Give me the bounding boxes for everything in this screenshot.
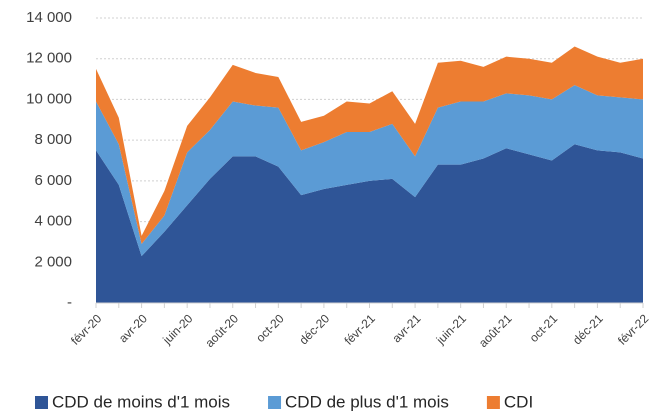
x-tick-label: avr-20 <box>116 311 150 345</box>
x-tick-label: août-21 <box>476 311 515 350</box>
x-tick-label: févr-20 <box>68 311 105 348</box>
y-tick-label: - <box>67 294 72 311</box>
area <box>96 85 643 257</box>
y-tick-label: 10 000 <box>26 90 72 107</box>
y-tick-label: 6 000 <box>34 172 72 189</box>
x-tick-label: avr-21 <box>389 311 423 345</box>
area <box>96 144 643 303</box>
x-tick-label: févr-22 <box>615 311 652 348</box>
legend-label: CDI <box>504 392 533 411</box>
x-tick-label: oct-20 <box>253 311 287 345</box>
x-tick-label: oct-21 <box>527 311 561 345</box>
y-tick-label: 8 000 <box>34 131 72 148</box>
y-tick-label: 14 000 <box>26 9 72 26</box>
x-tick-label: févr-21 <box>342 311 379 348</box>
legend-swatch <box>268 396 282 409</box>
legend-label: CDD de moins d'1 mois <box>52 392 230 411</box>
y-tick-label: 4 000 <box>34 213 72 230</box>
area <box>96 46 643 244</box>
x-tick-label: juin-21 <box>433 311 469 347</box>
x-tick-label: août-20 <box>202 311 241 350</box>
y-tick-label: 2 000 <box>34 253 72 270</box>
legend-label: CDD de plus d'1 mois <box>285 392 449 411</box>
legend-swatch <box>486 396 500 409</box>
y-tick-label: 12 000 <box>26 50 72 67</box>
x-tick-label: juin-20 <box>159 311 195 347</box>
x-tick-label: déc-21 <box>570 311 606 347</box>
x-tick-label: déc-20 <box>296 311 332 347</box>
legend-swatch <box>35 396 48 409</box>
